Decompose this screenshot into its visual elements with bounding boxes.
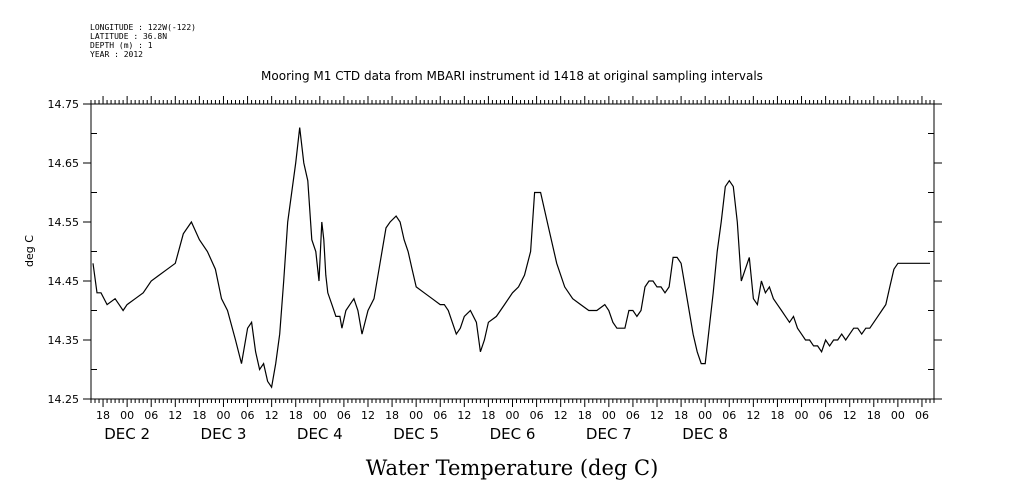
- x-hour-label: 18: [192, 409, 206, 422]
- x-hour-label: 18: [578, 409, 592, 422]
- x-hour-label: 06: [626, 409, 640, 422]
- series-layer: [92, 127, 930, 389]
- x-hour-label: 00: [216, 409, 230, 422]
- x-day-label: DEC 7: [586, 425, 632, 443]
- y-tick-label: 14.55: [48, 216, 80, 229]
- x-hour-label: 06: [433, 409, 447, 422]
- x-hour-label: 18: [289, 409, 303, 422]
- x-hour-label: 18: [770, 409, 784, 422]
- x-hour-label: 12: [746, 409, 760, 422]
- temperature-series-line: [92, 127, 930, 389]
- x-hour-label: 06: [241, 409, 255, 422]
- x-hour-label: 18: [674, 409, 688, 422]
- x-hour-label: 12: [457, 409, 471, 422]
- x-day-label: DEC 2: [104, 425, 150, 443]
- x-hour-label: 12: [168, 409, 182, 422]
- depth-text: DEPTH (m) : 1: [90, 41, 153, 50]
- metadata-block: LONGITUDE : 122W(-122) LATITUDE : 36.8N …: [90, 23, 196, 59]
- y-axis: 14.25 14.35 14.45 14.55 14.65 14.75: [48, 98, 942, 406]
- x-hour-label: 06: [819, 409, 833, 422]
- x-day-label: DEC 4: [297, 425, 343, 443]
- latitude-text: LATITUDE : 36.8N: [90, 32, 167, 41]
- x-hour-label: 00: [891, 409, 905, 422]
- x-day-label: DEC 3: [201, 425, 247, 443]
- y-tick-label: 14.75: [48, 98, 80, 111]
- x-hour-label: 12: [265, 409, 279, 422]
- x-hour-label: 18: [481, 409, 495, 422]
- x-hour-label: 06: [144, 409, 158, 422]
- x-hour-label: 06: [337, 409, 351, 422]
- y-tick-label: 14.45: [48, 275, 80, 288]
- x-hour-label: 06: [530, 409, 544, 422]
- x-hour-label: 06: [915, 409, 929, 422]
- y-tick-label: 14.35: [48, 334, 80, 347]
- x-hour-label: 18: [96, 409, 110, 422]
- x-axis: 18 00 06 12 18 00 06 12 18 00 06 12 18 00 06 12 18 00 06 12…: [90, 96, 935, 443]
- x-day-label: DEC 6: [490, 425, 536, 443]
- x-axis-label: Water Temperature (deg C): [366, 456, 659, 480]
- x-hour-label: 00: [506, 409, 520, 422]
- x-hour-label: 12: [361, 409, 375, 422]
- x-hour-label: 00: [120, 409, 134, 422]
- x-hour-label: 12: [650, 409, 664, 422]
- plot-frame: [90, 103, 935, 400]
- y-tick-label: 14.25: [48, 393, 80, 406]
- x-hour-label: 00: [698, 409, 712, 422]
- longitude-text: LONGITUDE : 122W(-122): [90, 23, 196, 32]
- year-text: YEAR : 2012: [90, 50, 143, 59]
- x-hour-label: 06: [722, 409, 736, 422]
- y-tick-label: 14.65: [48, 157, 80, 170]
- x-hour-label: 12: [554, 409, 568, 422]
- x-hour-label: 00: [602, 409, 616, 422]
- x-hour-label: 00: [409, 409, 423, 422]
- x-day-label: DEC 5: [393, 425, 439, 443]
- x-hour-label: 12: [843, 409, 857, 422]
- x-day-label: DEC 8: [682, 425, 728, 443]
- chart-title: Mooring M1 CTD data from MBARI instrumen…: [261, 69, 763, 83]
- x-hour-label: 00: [313, 409, 327, 422]
- x-hour-label: 18: [385, 409, 399, 422]
- y-axis-label: deg C: [23, 235, 36, 267]
- x-hour-label: 00: [795, 409, 809, 422]
- x-hour-label: 18: [867, 409, 881, 422]
